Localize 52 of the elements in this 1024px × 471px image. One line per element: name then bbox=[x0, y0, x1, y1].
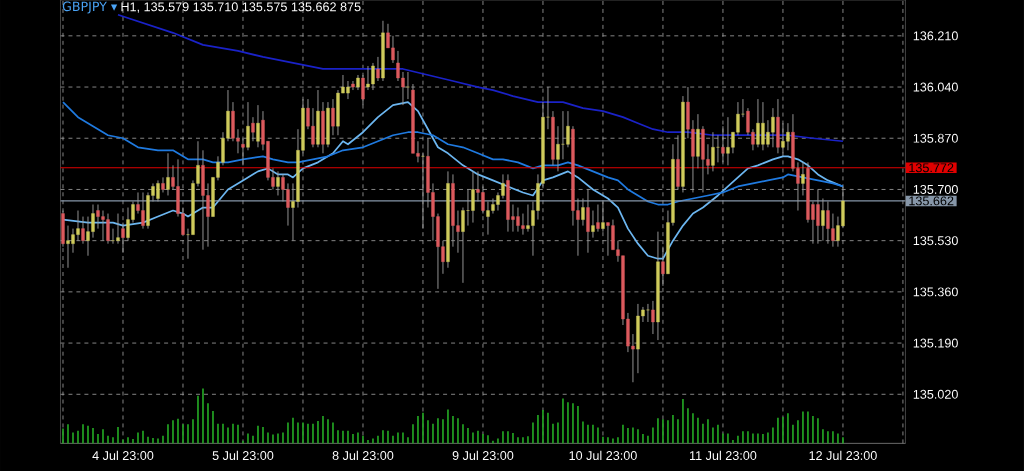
y-tick-label: 136.210 bbox=[913, 31, 958, 41]
candlestick bbox=[376, 56, 380, 82]
candlestick bbox=[556, 125, 560, 172]
y-tick-label: 136.040 bbox=[913, 82, 958, 92]
y-tick-label: 135.530 bbox=[913, 236, 958, 245]
line-series bbox=[62, 101, 844, 206]
candlestick bbox=[276, 170, 280, 196]
candlestick bbox=[361, 74, 365, 106]
candlestick bbox=[596, 203, 600, 232]
candlestick bbox=[661, 246, 665, 287]
x-tick-label: 8 Jul 23:00 bbox=[332, 450, 394, 460]
candlestick bbox=[651, 300, 655, 335]
candlestick bbox=[581, 197, 585, 226]
candlestick bbox=[246, 101, 250, 151]
candlestick bbox=[821, 197, 825, 241]
candlestick bbox=[331, 98, 335, 136]
x-tick-label: 11 Jul 23:00 bbox=[689, 450, 757, 460]
candlestick bbox=[711, 131, 715, 172]
candlestick bbox=[166, 152, 170, 196]
ref-line-label: 135.772 bbox=[909, 163, 954, 173]
x-tick-label: 4 Jul 23:00 bbox=[92, 450, 154, 460]
ref-line-label: 135.662 bbox=[909, 196, 954, 206]
candlestick bbox=[111, 228, 115, 244]
candlestick bbox=[421, 152, 425, 229]
candlestick bbox=[721, 125, 725, 163]
y-tick-label: 135.020 bbox=[913, 389, 958, 399]
candlestick bbox=[801, 161, 805, 196]
x-tick-label: 9 Jul 23:00 bbox=[452, 450, 514, 460]
candlestick bbox=[591, 209, 595, 238]
candlestick bbox=[601, 200, 605, 232]
candlestick bbox=[566, 110, 570, 148]
y-tick-label: 135.190 bbox=[913, 338, 958, 348]
candlestick bbox=[186, 228, 190, 260]
candlestick bbox=[81, 215, 85, 244]
y-tick-label: 135.870 bbox=[913, 133, 958, 143]
candlestick bbox=[161, 176, 165, 193]
candlestick bbox=[241, 137, 245, 166]
candlestick bbox=[256, 104, 260, 148]
x-tick-label: 5 Jul 23:00 bbox=[212, 450, 274, 460]
x-tick-label: 12 Jul 23:00 bbox=[809, 450, 877, 460]
candlestick bbox=[471, 170, 475, 223]
candlestick bbox=[251, 116, 255, 142]
y-tick-label: 135.700 bbox=[913, 184, 958, 194]
x-tick-label: 10 Jul 23:00 bbox=[569, 450, 637, 460]
chart-title: GBPJPY ▾ bbox=[62, 1, 118, 14]
candlestick bbox=[116, 212, 120, 244]
y-tick-label: 135.360 bbox=[913, 287, 958, 297]
chart-subtitle: H1, 135.579 135.710 135.575 135.662 875 bbox=[121, 2, 361, 13]
candlestick bbox=[351, 80, 355, 91]
candlestick bbox=[121, 221, 125, 254]
candlestick bbox=[461, 206, 465, 284]
candlestick bbox=[406, 71, 410, 100]
